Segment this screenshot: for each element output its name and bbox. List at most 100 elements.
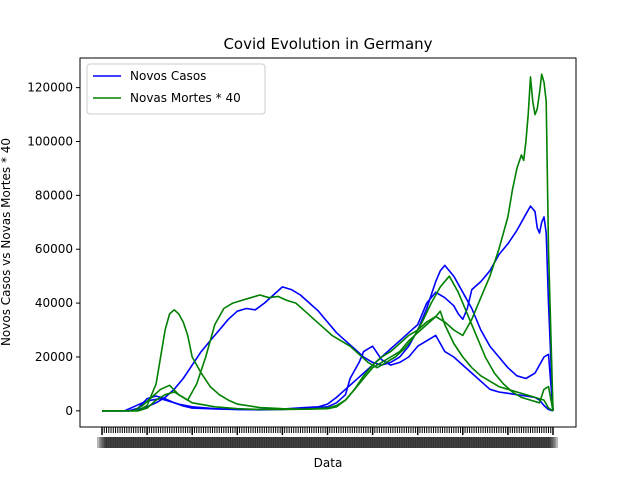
x-tick-label-blob	[466, 437, 477, 448]
x-tick-label-blob	[419, 437, 430, 448]
x-tick-label-blob	[392, 437, 403, 448]
x-tick-label-blob	[317, 437, 328, 448]
x-tick-label-blob	[162, 437, 173, 448]
x-tick-label-blob	[511, 437, 522, 448]
x-tick-label-blob	[254, 437, 265, 448]
x-tick-label-blob	[430, 437, 441, 448]
x-tick-label-blob	[336, 437, 347, 448]
x-tick-label-blob	[349, 437, 360, 448]
x-tick-label-blob	[435, 437, 446, 448]
x-tick-label-blob	[365, 437, 376, 448]
x-tick-label-blob	[534, 437, 545, 448]
x-tick-label-blob	[448, 437, 459, 448]
x-tick-label-blob	[374, 437, 385, 448]
x-tick-label-blob	[340, 437, 351, 448]
x-tick-label-blob	[421, 437, 432, 448]
x-tick-label-blob	[160, 437, 171, 448]
x-tick-label-blob	[225, 437, 236, 448]
x-tick-label-blob	[175, 437, 186, 448]
x-tick-label-blob	[189, 437, 200, 448]
x-tick-label-blob	[363, 437, 374, 448]
x-tick-label-blob	[171, 437, 182, 448]
x-tick-label-blob	[198, 437, 209, 448]
x-tick-label-blob	[155, 437, 166, 448]
x-tick-label-blob	[471, 437, 482, 448]
x-tick-label-blob	[442, 437, 453, 448]
x-tick-label-blob	[135, 437, 146, 448]
x-tick-label-blob	[396, 437, 407, 448]
x-tick-label-blob	[372, 437, 383, 448]
x-tick-label-blob	[230, 437, 241, 448]
x-tick-label-blob	[130, 437, 141, 448]
x-tick-label-blob	[367, 437, 378, 448]
legend-label-novos-casos: Novos Casos	[130, 69, 206, 83]
x-tick-label-blob	[261, 437, 272, 448]
x-tick-label-blob	[275, 437, 286, 448]
x-tick-label-blob	[428, 437, 439, 448]
x-tick-label-blob	[482, 437, 493, 448]
x-tick-label-blob	[405, 437, 416, 448]
x-tick-label-blob	[496, 437, 507, 448]
x-tick-label-blob	[119, 437, 130, 448]
x-tick-label-blob	[432, 437, 443, 448]
legend-box	[86, 63, 266, 115]
y-tick-label: 100000	[27, 134, 73, 148]
x-tick-label-blob	[302, 437, 313, 448]
x-tick-label-blob	[487, 437, 498, 448]
x-tick-label-blob	[288, 437, 299, 448]
x-tick-label-blob	[354, 437, 365, 448]
x-tick-label-blob	[157, 437, 168, 448]
x-tick-label-blob	[484, 437, 495, 448]
x-tick-label-blob	[527, 437, 538, 448]
y-tick-label: 120000	[27, 81, 73, 95]
x-tick-label-blob	[455, 437, 466, 448]
x-tick-label-blob	[180, 437, 191, 448]
x-tick-label-blob	[532, 437, 543, 448]
x-tick-label-blob	[248, 437, 259, 448]
series-line-1-0	[102, 73, 554, 412]
x-tick-label-blob	[245, 437, 256, 448]
x-tick-label-blob	[390, 437, 401, 448]
x-tick-label-blob	[446, 437, 457, 448]
x-tick-label-blob	[439, 437, 450, 448]
x-tick-label-blob	[193, 437, 204, 448]
x-tick-label-blob	[166, 437, 177, 448]
x-tick-label-blob	[410, 437, 421, 448]
x-tick-label-blob	[329, 437, 340, 448]
x-tick-label-blob	[399, 437, 410, 448]
x-tick-label-blob	[520, 437, 531, 448]
x-tick-label-blob	[369, 437, 380, 448]
x-tick-label-blob	[286, 437, 297, 448]
x-tick-label-blob	[227, 437, 238, 448]
x-tick-label-blob	[545, 437, 556, 448]
x-tick-label-blob	[205, 437, 216, 448]
x-tick-label-blob	[387, 437, 398, 448]
x-tick-label-blob	[250, 437, 261, 448]
x-tick-label-blob	[295, 437, 306, 448]
x-tick-label-blob	[124, 437, 135, 448]
x-tick-label-blob	[202, 437, 213, 448]
x-tick-label-blob	[239, 437, 250, 448]
x-tick-label-blob	[394, 437, 405, 448]
x-tick-label-blob	[327, 437, 338, 448]
x-tick-label-blob	[221, 437, 232, 448]
x-tick-label-blob	[417, 437, 428, 448]
legend: Novos Casos Novas Mortes * 40	[86, 63, 266, 115]
x-tick-label-blob	[128, 437, 139, 448]
x-tick-label-blob	[236, 437, 247, 448]
x-tick-label-blob	[500, 437, 511, 448]
x-tick-label-blob	[99, 437, 110, 448]
x-tick-label-blob	[218, 437, 229, 448]
x-tick-label-blob	[444, 437, 455, 448]
series-line-1-2	[102, 310, 554, 412]
x-tick-label-blob	[507, 437, 518, 448]
x-tick-label-blob	[106, 437, 117, 448]
x-tick-label-blob	[351, 437, 362, 448]
x-tick-label-blob	[331, 437, 342, 448]
x-axis-label: Data	[314, 456, 343, 470]
x-tick-label-blob	[139, 437, 150, 448]
x-tick-label-blob	[489, 437, 500, 448]
x-tick-label-blob	[290, 437, 301, 448]
y-axis-label: Novos Casos vs Novas Mortes * 40	[0, 138, 13, 346]
x-tick-label-blob	[464, 437, 475, 448]
